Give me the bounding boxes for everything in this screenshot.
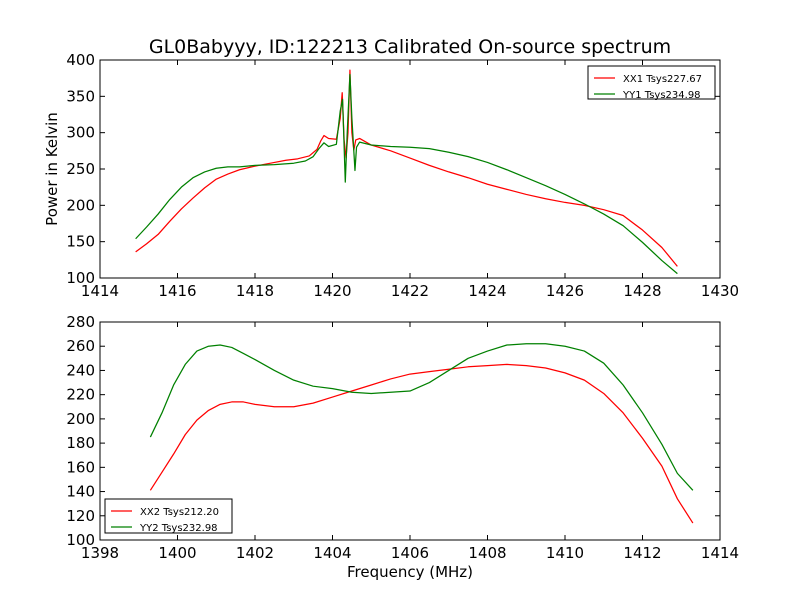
series-line-1-0: [149, 363, 694, 524]
x-tick-label: 1420: [313, 282, 351, 300]
y-tick-label: 240: [66, 361, 95, 379]
x-tick-label: 1404: [313, 544, 351, 562]
y-tick-label: 300: [66, 124, 95, 142]
y-tick-label: 220: [66, 386, 95, 404]
bottom-x-axis-label: Frequency (MHz): [347, 563, 473, 581]
x-tick-label: 1428: [623, 282, 661, 300]
y-tick-label: 260: [66, 337, 95, 355]
legend-label: XX1 Tsys227.67: [623, 74, 702, 85]
bottom-spectrum-panel: 1398 1400 1402 1404 1406 1408 1410 1412 1414 100 1…: [66, 313, 739, 562]
y-tick-label: 180: [66, 434, 95, 452]
series-line-0-1: [135, 73, 678, 275]
y-tick-label: 120: [66, 507, 95, 525]
top-spectrum-panel: 1414 1416 1418 1420 1422 1424 1426 1428 1430 100 1…: [66, 51, 739, 300]
x-tick-label: 1424: [468, 282, 506, 300]
legend-label: YY2 Tsys232.98: [139, 523, 218, 534]
series-line-1-1: [149, 343, 694, 491]
y-tick-label: 250: [66, 160, 95, 178]
x-tick-label: 1430: [701, 282, 739, 300]
top-y-axis-label: Power in Kelvin: [43, 112, 61, 226]
x-tick-label: 1414: [701, 544, 739, 562]
x-tick-label: 1408: [468, 544, 506, 562]
y-tick-label: 400: [66, 51, 95, 69]
x-tick-label: 1406: [391, 544, 429, 562]
legend-label: XX2 Tsys212.20: [140, 507, 219, 518]
x-tick-label: 1422: [391, 282, 429, 300]
y-tick-label: 150: [66, 233, 95, 251]
y-tick-label: 140: [66, 483, 95, 501]
legend: XX1 Tsys227.67 YY1 Tsys234.98: [587, 65, 716, 101]
y-tick-label: 100: [66, 531, 95, 549]
x-tick-label: 1398: [81, 544, 119, 562]
y-tick-label: 200: [66, 410, 95, 428]
y-tick-label: 350: [66, 87, 95, 105]
legend: XX2 Tsys212.20 YY2 Tsys232.98: [104, 498, 233, 534]
y-tick-label: 200: [66, 196, 95, 214]
x-tick-label: 1400: [158, 544, 196, 562]
x-tick-label: 1426: [546, 282, 584, 300]
x-tick-label: 1412: [623, 544, 661, 562]
legend-label: YY1 Tsys234.98: [622, 90, 701, 101]
y-tick-label: 280: [66, 313, 95, 331]
x-tick-label: 1410: [546, 544, 584, 562]
chart-title: GL0Babyyy, ID:122213 Calibrated On-sourc…: [149, 36, 671, 58]
y-tick-label: 100: [66, 269, 95, 287]
x-tick-label: 1414: [81, 282, 119, 300]
x-tick-label: 1416: [158, 282, 196, 300]
x-tick-label: 1402: [236, 544, 274, 562]
y-tick-label: 160: [66, 458, 95, 476]
x-tick-label: 1418: [236, 282, 274, 300]
